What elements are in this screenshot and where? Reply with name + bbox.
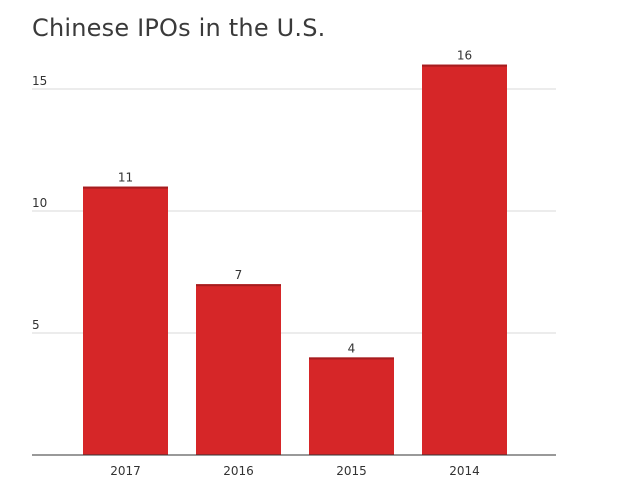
bar-top-edge <box>309 357 394 360</box>
bar-2015 <box>309 357 394 455</box>
data-label-2014: 16 <box>457 49 472 63</box>
x-tick-label-2014: 2014 <box>449 464 480 478</box>
data-label-2016: 7 <box>235 268 243 282</box>
y-tick-label: 5 <box>32 318 40 332</box>
chart-title: Chinese IPOs in the U.S. <box>32 14 326 42</box>
x-tick-label-2017: 2017 <box>110 464 141 478</box>
bar-top-edge <box>196 284 281 287</box>
data-label-2015: 4 <box>348 341 356 355</box>
y-tick-label: 15 <box>32 74 47 88</box>
bar-2016 <box>196 284 281 455</box>
x-tick-label-2016: 2016 <box>223 464 254 478</box>
bar-top-edge <box>83 186 168 189</box>
x-tick-label-2015: 2015 <box>336 464 367 478</box>
bar-2017 <box>83 186 168 455</box>
bar-2014 <box>422 64 507 455</box>
y-tick-label: 10 <box>32 196 47 210</box>
data-label-2017: 11 <box>118 171 133 185</box>
bar-top-edge <box>422 64 507 67</box>
